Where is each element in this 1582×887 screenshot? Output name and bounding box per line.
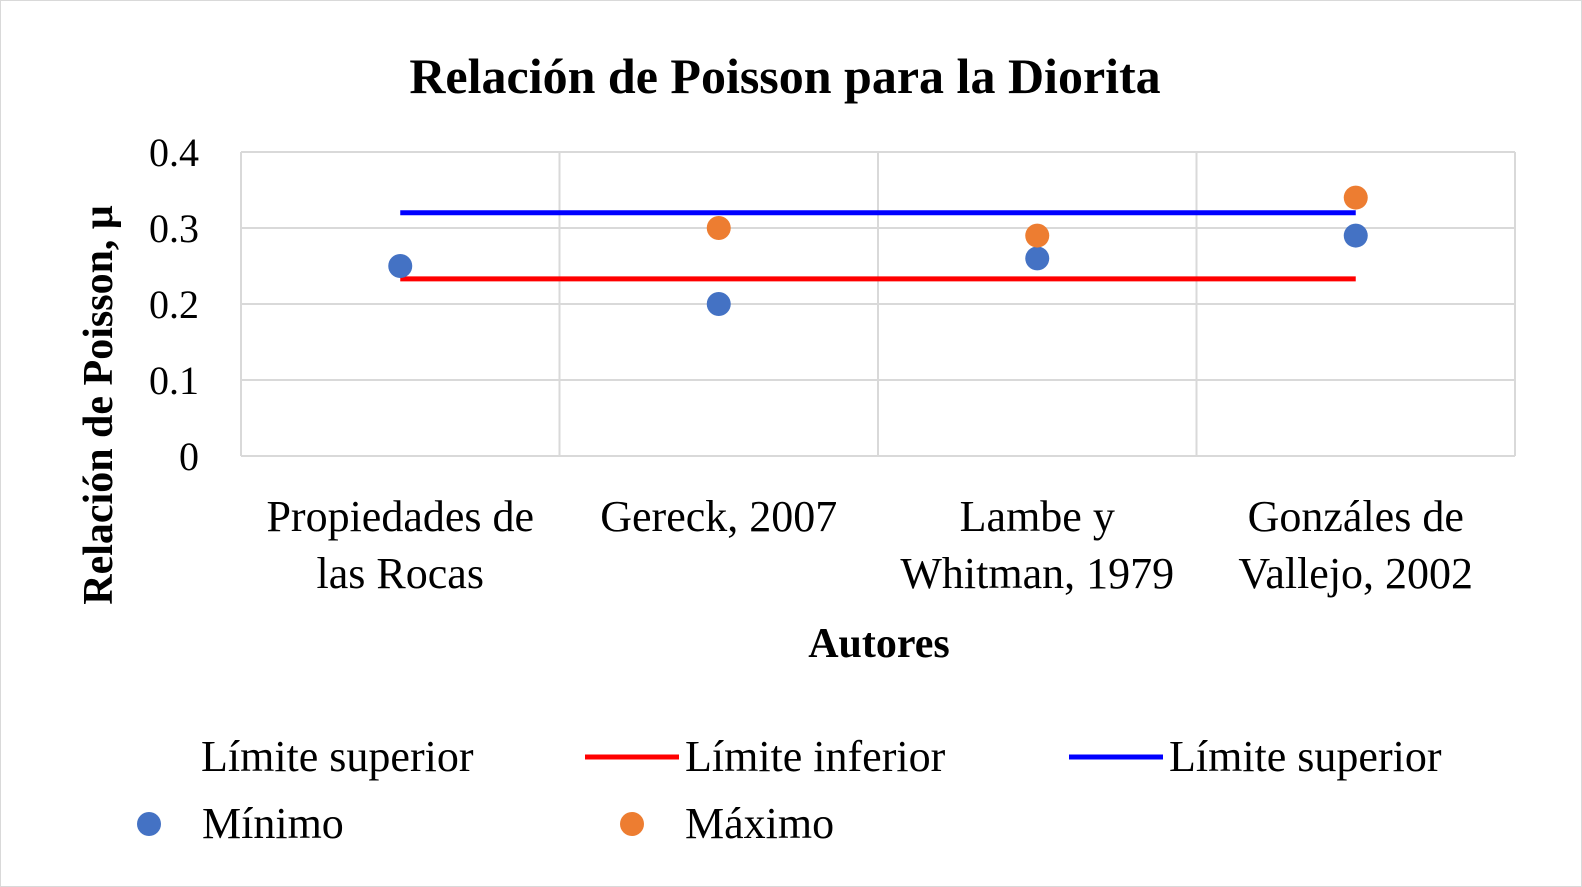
legend-label: Máximo — [685, 799, 834, 848]
legend-dot-marker — [620, 812, 644, 836]
data-point — [1343, 223, 1368, 248]
data-point — [706, 292, 731, 316]
series-layer — [388, 185, 1368, 316]
y-tick-label: 0.1 — [149, 358, 199, 403]
x-tick-label: Vallejo, 2002 — [1238, 549, 1473, 598]
x-tick-label: Lambe y — [960, 492, 1115, 541]
x-tick-label: Propiedades de — [266, 492, 534, 541]
data-point — [706, 216, 731, 240]
x-axis-ticks: Propiedades de las Rocas Gereck, 2007 Lambe… — [266, 492, 1473, 598]
legend-label: Mínimo — [202, 799, 344, 848]
y-tick-label: 0.2 — [149, 282, 199, 327]
legend-label: Límite inferior — [685, 732, 946, 781]
legend-dot-marker — [137, 812, 161, 836]
y-axis-ticks: 0 0.1 0.2 0.3 0.4 — [149, 130, 199, 479]
y-tick-label: 0 — [179, 434, 199, 479]
x-tick-label: Gonzáles de — [1248, 492, 1464, 541]
y-tick-label: 0.4 — [149, 130, 199, 175]
y-tick-label: 0.3 — [149, 206, 199, 251]
data-point — [1025, 246, 1050, 271]
data-point — [1343, 185, 1368, 210]
y-axis-label: Relación de Poisson, μ — [76, 205, 122, 605]
data-point — [1025, 223, 1050, 248]
x-axis-label: Autores — [808, 621, 950, 667]
x-tick-label: Whitman, 1979 — [900, 549, 1174, 598]
legend-label: Límite superior — [1169, 732, 1442, 781]
x-tick-label: las Rocas — [317, 549, 484, 598]
legend: Límite superior Límite inferior Límite sup… — [137, 732, 1442, 848]
data-point — [388, 254, 413, 278]
legend-label: Límite superior — [201, 732, 474, 781]
chart-title: Relación de Poisson para la Diorita — [409, 48, 1160, 104]
x-tick-label: Gereck, 2007 — [600, 492, 837, 541]
gridlines — [240, 151, 1516, 457]
